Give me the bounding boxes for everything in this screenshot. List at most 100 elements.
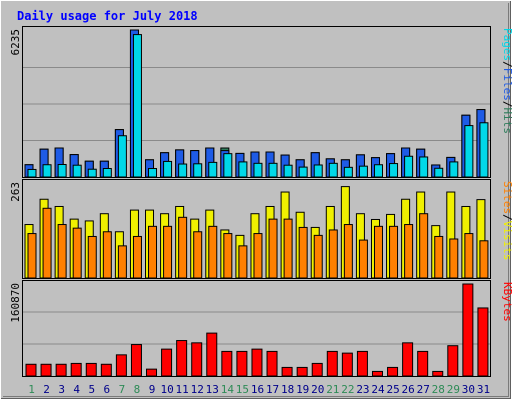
bar-kbytes [40, 363, 52, 377]
bar-sites [193, 231, 203, 279]
series-axis-label-part: / [501, 214, 512, 221]
x-tick-label: 22 [341, 383, 354, 396]
series-axis-label-part: Visits [501, 221, 512, 261]
x-tick-label: 18 [281, 383, 294, 396]
bar-pages [27, 168, 37, 178]
bar-pages [283, 164, 293, 178]
bar-sites [313, 234, 323, 279]
bar-sites [268, 218, 278, 279]
bar-kbytes [462, 283, 474, 377]
bar-sites [72, 227, 82, 279]
x-tick-label: 23 [356, 383, 369, 396]
x-tick-label: 15 [236, 383, 249, 396]
bar-pages [163, 160, 173, 178]
x-tick-label: 12 [191, 383, 204, 396]
bar-sites [163, 225, 173, 279]
x-tick-label: 9 [149, 383, 156, 396]
x-tick-label: 25 [386, 383, 399, 396]
bar-pages [464, 125, 474, 178]
bar-pages [193, 163, 203, 178]
bar-sites [283, 218, 293, 279]
bar-kbytes [402, 342, 414, 377]
series-axis-label: Pages/Files/Hits [501, 28, 512, 134]
bar-pages [102, 168, 112, 178]
bar-kbytes [206, 332, 218, 377]
bar-sites [479, 240, 489, 279]
x-tick-label: 24 [371, 383, 385, 396]
x-tick-label: 8 [134, 383, 141, 396]
series-axis-label-part: Files [501, 68, 512, 101]
bar-pages [253, 162, 263, 178]
bar-kbytes [371, 370, 383, 377]
bar-pages [373, 164, 383, 178]
bar-pages [313, 164, 323, 178]
bar-kbytes [100, 363, 112, 377]
x-tick-label: 11 [176, 383, 189, 396]
bar-pages [132, 34, 142, 178]
x-tick-label: 6 [104, 383, 111, 396]
bar-marks [24, 29, 489, 377]
bar-kbytes [251, 348, 263, 377]
series-axis-label-part: Sites [501, 181, 512, 214]
bar-pages [389, 163, 399, 178]
bar-kbytes [447, 345, 459, 377]
bar-sites [132, 235, 142, 279]
bar-pages [117, 135, 127, 178]
x-tick-label: 19 [296, 383, 309, 396]
bar-kbytes [85, 362, 97, 377]
y-axis-labels: 6235 263 160870 [9, 29, 22, 323]
bar-kbytes [266, 350, 278, 377]
bar-pages [208, 161, 218, 178]
bar-kbytes [432, 370, 444, 377]
bar-kbytes [55, 363, 67, 377]
bar-sites [343, 224, 353, 279]
bar-kbytes [326, 350, 338, 377]
bar-sites [419, 213, 429, 279]
bar-sites [358, 239, 368, 279]
bar-pages [434, 167, 444, 178]
bar-sites [328, 229, 338, 279]
bar-pages [358, 165, 368, 178]
x-tick-label: 13 [206, 383, 219, 396]
bar-sites [42, 207, 52, 279]
bar-pages [72, 164, 82, 178]
chart-title: Daily usage for July 2018 [17, 9, 198, 23]
bar-pages [479, 122, 489, 178]
bar-pages [238, 161, 248, 178]
x-tick-label: 30 [462, 383, 475, 396]
x-tick-label: 29 [447, 383, 460, 396]
x-tick-label: 21 [326, 383, 339, 396]
x-tick-label: 14 [221, 383, 235, 396]
bar-kbytes [311, 362, 323, 377]
bar-sites [253, 233, 263, 279]
bar-pages [298, 166, 308, 178]
bar-kbytes [477, 307, 489, 377]
x-tick-label: 27 [417, 383, 430, 396]
x-tick-label: 16 [251, 383, 264, 396]
bar-pages [268, 162, 278, 178]
bar-kbytes [146, 368, 158, 377]
x-tick-label: 28 [432, 383, 445, 396]
x-tick-label: 26 [402, 383, 415, 396]
x-tick-label: 20 [311, 383, 324, 396]
bar-pages [57, 164, 67, 178]
bar-sites [87, 235, 97, 279]
bar-pages [343, 166, 353, 178]
bar-pages [42, 164, 52, 178]
bar-kbytes [25, 363, 37, 377]
x-tick-label: 4 [73, 383, 80, 396]
bar-pages [87, 168, 97, 178]
bar-sites [464, 233, 474, 279]
bar-kbytes [70, 362, 82, 377]
bar-sites [238, 245, 248, 279]
bar-kbytes [356, 350, 368, 377]
series-axis-label-part: Hits [501, 108, 512, 135]
bar-sites [223, 233, 233, 279]
bar-kbytes [115, 354, 127, 377]
series-axis-label: Sites/Visits [501, 181, 512, 261]
bar-pages [328, 162, 338, 178]
bar-sites [27, 233, 37, 279]
bar-kbytes [191, 342, 203, 377]
series-axis-label-part: / [501, 101, 512, 108]
